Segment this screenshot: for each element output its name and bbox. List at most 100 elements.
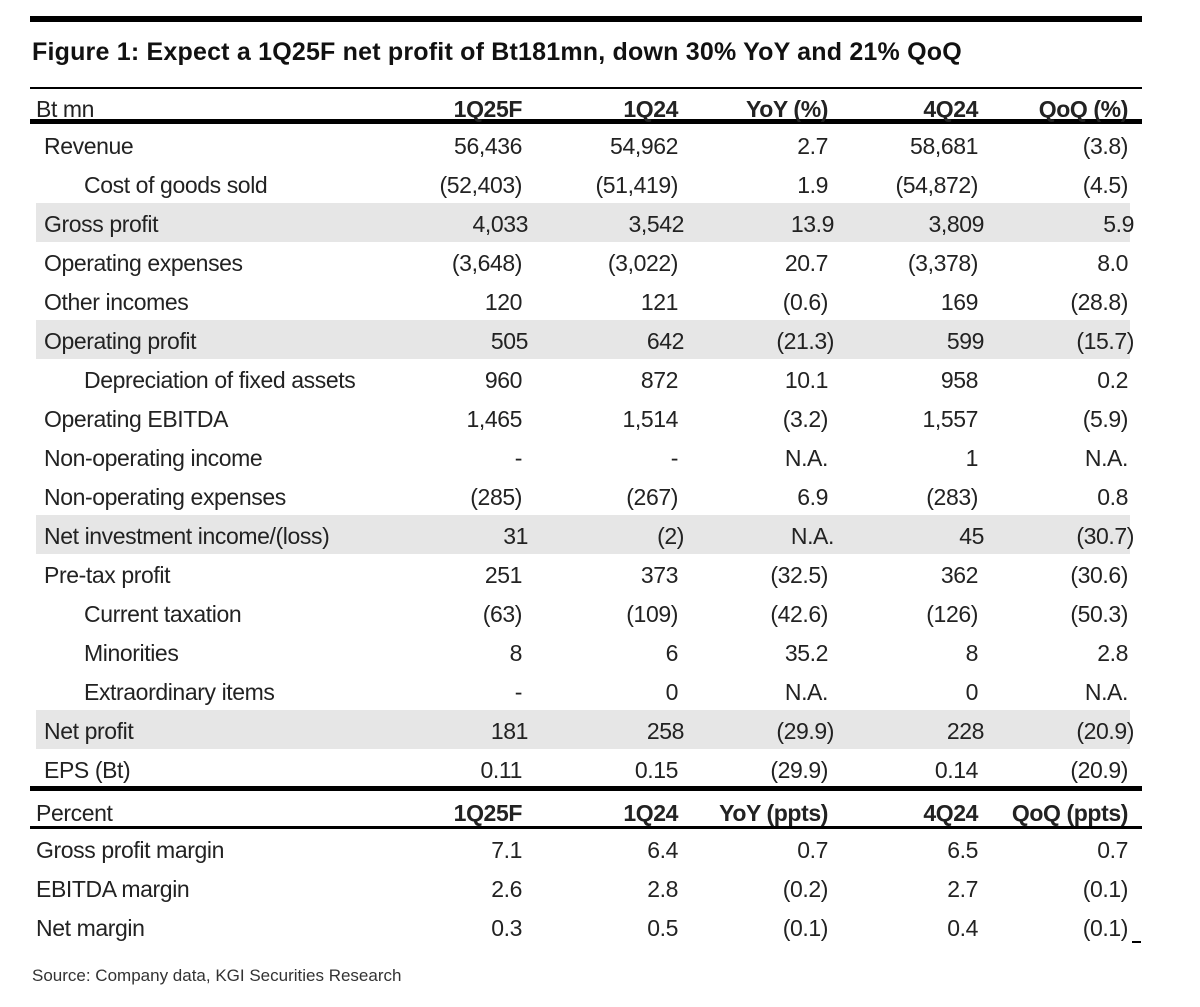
table-row: Minorities 8 6 35.2 8 2.8 [30, 632, 1130, 671]
header-top-rule [30, 87, 1142, 89]
row-value: 2.8 [647, 876, 678, 902]
row-value: 121 [640, 289, 679, 315]
top-rule [30, 16, 1142, 22]
row-value: - [514, 445, 523, 471]
header-label: Percent [36, 800, 113, 826]
column-header: 1Q24 [623, 96, 678, 122]
row-value: 958 [940, 367, 979, 393]
column-header: 1Q24 [623, 800, 678, 826]
row-value: (28.8) [1070, 289, 1128, 315]
column-header: 4Q24 [923, 800, 978, 826]
row-label: Net investment income/(loss) [44, 523, 330, 549]
row-value: 1,514 [622, 406, 678, 432]
row-value: 8 [965, 640, 979, 666]
row-value: (30.6) [1070, 562, 1128, 588]
row-label: Gross profit [44, 211, 159, 237]
table-row: Extraordinary items - 0 N.A. 0 N.A. [30, 671, 1130, 710]
row-label: Net profit [44, 718, 134, 744]
row-value: (54,872) [895, 172, 979, 198]
row-value: (267) [626, 484, 678, 510]
percent-row: Net margin 0.3 0.5 (0.1) 0.4 (0.1) [30, 907, 1130, 946]
table-row: Net profit 181 258 (29.9) 228 (20.9) [36, 710, 1134, 749]
table-header-row: Bt mn 1Q25F 1Q24 YoY (%) 4Q24 QoQ (%) [30, 88, 1130, 127]
row-value: (3.8) [1082, 133, 1129, 159]
percent-header-bottom-rule [30, 826, 1142, 829]
row-value: 56,436 [454, 133, 522, 159]
row-label: Operating expenses [44, 250, 243, 276]
row-value: 251 [484, 562, 523, 588]
row-value: - [670, 445, 679, 471]
row-value: (0.1) [782, 915, 829, 941]
row-value: (3,648) [451, 250, 522, 276]
row-value: 3,809 [928, 211, 984, 237]
row-label: EPS (Bt) [44, 757, 131, 783]
row-label: Depreciation of fixed assets [84, 367, 356, 393]
row-value: 10.1 [784, 367, 829, 393]
row-value: 1.9 [797, 172, 828, 198]
row-value: 373 [640, 562, 679, 588]
source-note: Source: Company data, KGI Securities Res… [32, 966, 402, 985]
row-value: 872 [640, 367, 679, 393]
row-value: 6 [665, 640, 679, 666]
row-value: 6.4 [647, 837, 678, 863]
row-value: 505 [490, 328, 529, 354]
row-label: Pre-tax profit [44, 562, 171, 588]
row-value: 35.2 [784, 640, 829, 666]
row-value: 0.3 [491, 915, 522, 941]
row-label: Current taxation [84, 601, 242, 627]
row-label: Gross profit margin [36, 837, 224, 863]
row-value: 642 [646, 328, 685, 354]
row-value: 0.7 [1097, 837, 1128, 863]
row-value: 0.5 [647, 915, 678, 941]
row-label: Operating EBITDA [44, 406, 229, 432]
row-value: 54,962 [610, 133, 678, 159]
row-value: 0.8 [1097, 484, 1128, 510]
row-value: (109) [626, 601, 678, 627]
row-value: (20.9) [1070, 757, 1128, 783]
table-row: EPS (Bt) 0.11 0.15 (29.9) 0.14 (20.9) [30, 749, 1130, 788]
row-value: 31 [503, 523, 528, 549]
row-value: (51,419) [595, 172, 679, 198]
column-header: YoY (%) [746, 96, 828, 122]
row-value: 120 [484, 289, 523, 315]
row-value: (52,403) [439, 172, 523, 198]
row-value: 45 [959, 523, 984, 549]
row-value: 1,557 [922, 406, 978, 432]
row-value: 2.8 [1097, 640, 1128, 666]
row-value: (42.6) [770, 601, 828, 627]
row-value: (32.5) [770, 562, 828, 588]
row-value: 0.11 [480, 757, 523, 783]
row-value: 0.2 [1097, 367, 1128, 393]
row-label: Non-operating income [44, 445, 263, 471]
row-value: 181 [490, 718, 529, 744]
column-header: QoQ (%) [1038, 96, 1129, 122]
row-value: (3,022) [607, 250, 678, 276]
row-value: (0.1) [1082, 876, 1129, 902]
column-header: 1Q25F [453, 800, 523, 826]
table-row: Operating expenses (3,648) (3,022) 20.7 (3,3… [30, 242, 1130, 281]
row-value: 13.9 [790, 211, 835, 237]
table-row: Non-operating expenses (285) (267) 6.9 (283)… [30, 476, 1130, 515]
table-row: Operating profit 505 642 (21.3) 599 (15.7) [36, 320, 1134, 359]
row-label: Non-operating expenses [44, 484, 286, 510]
row-value: (29.9) [776, 718, 834, 744]
row-value: 0.14 [934, 757, 979, 783]
row-value: 58,681 [910, 133, 978, 159]
row-value: (30.7) [1076, 523, 1134, 549]
row-value: 1 [965, 445, 979, 471]
row-value: 169 [940, 289, 979, 315]
table-end-mark [1132, 941, 1141, 943]
row-value: (283) [926, 484, 978, 510]
table-row: Current taxation (63) (109) (42.6) (126) (50.… [30, 593, 1130, 632]
row-value: (4.5) [1082, 172, 1129, 198]
row-label: EBITDA margin [36, 876, 190, 902]
row-value: 2.6 [491, 876, 522, 902]
table-row: Depreciation of fixed assets 960 872 10.1 95… [30, 359, 1130, 398]
row-value: 7.1 [491, 837, 522, 863]
row-value: 4,033 [472, 211, 528, 237]
row-value: 599 [946, 328, 985, 354]
row-value: 2.7 [797, 133, 828, 159]
row-label: Net margin [36, 915, 145, 941]
row-value: (50.3) [1070, 601, 1128, 627]
row-value: N.A. [784, 445, 829, 471]
